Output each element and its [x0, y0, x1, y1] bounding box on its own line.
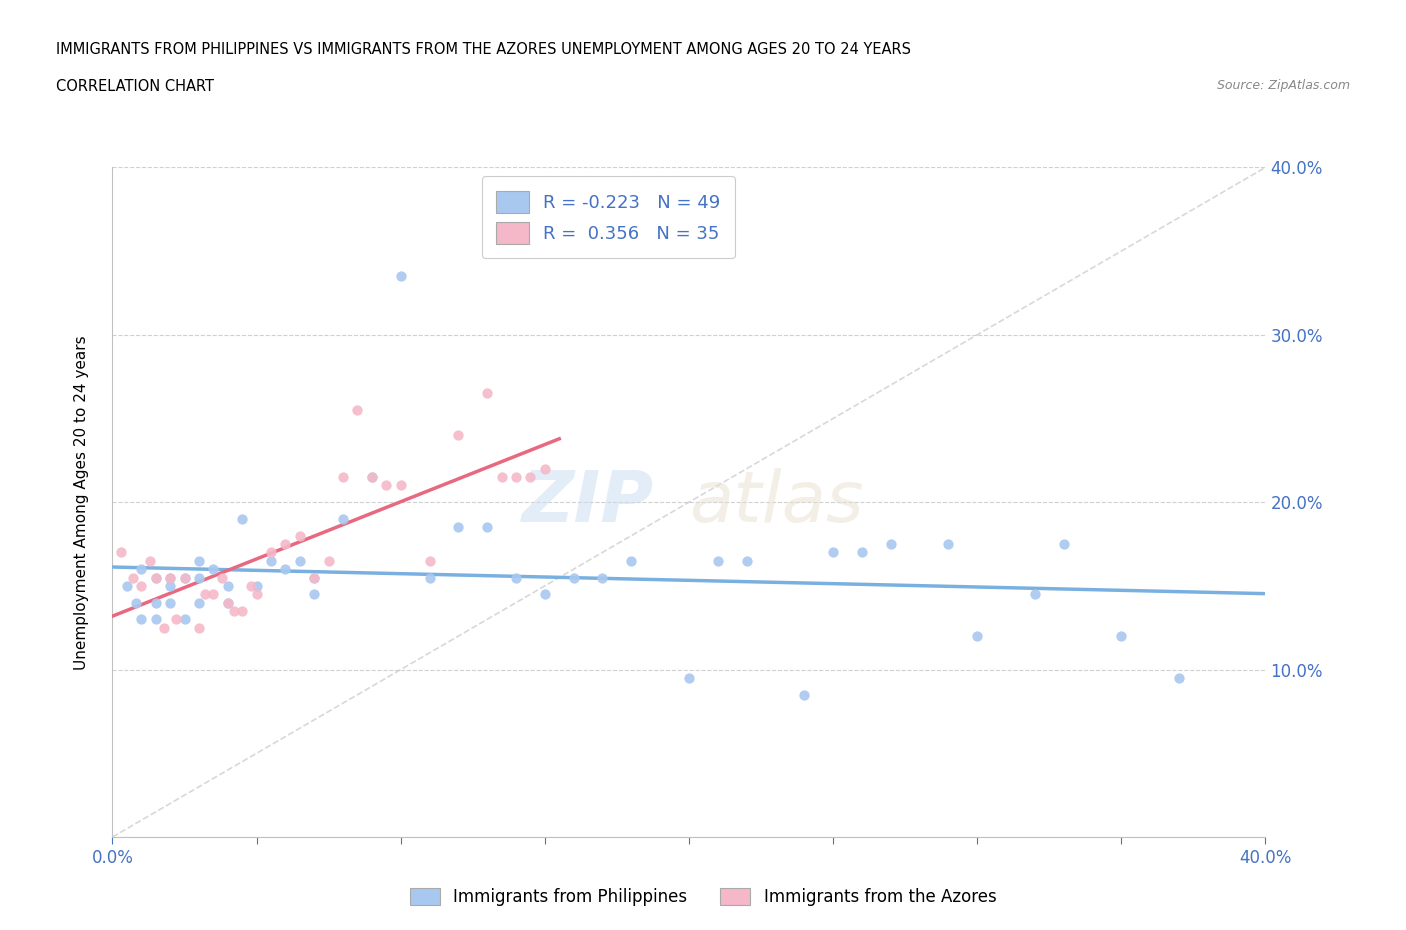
Point — [159, 578, 181, 593]
Point — [360, 470, 382, 485]
Point — [173, 570, 195, 585]
Point — [260, 553, 283, 568]
Point — [124, 595, 146, 610]
Point — [706, 553, 728, 568]
Point — [533, 461, 555, 476]
Point — [793, 687, 815, 702]
Point — [1167, 671, 1189, 685]
Point — [173, 612, 195, 627]
Point — [110, 545, 132, 560]
Point — [735, 553, 758, 568]
Point — [274, 562, 297, 577]
Point — [159, 570, 181, 585]
Point — [173, 570, 195, 585]
Text: IMMIGRANTS FROM PHILIPPINES VS IMMIGRANTS FROM THE AZORES UNEMPLOYMENT AMONG AGE: IMMIGRANTS FROM PHILIPPINES VS IMMIGRANT… — [56, 42, 911, 57]
Point — [217, 595, 239, 610]
Point — [304, 570, 326, 585]
Point — [592, 570, 614, 585]
Point — [346, 403, 368, 418]
Legend: R = -0.223   N = 49, R =  0.356   N = 35: R = -0.223 N = 49, R = 0.356 N = 35 — [482, 177, 735, 259]
Point — [129, 562, 153, 577]
Text: ZIP: ZIP — [522, 468, 654, 537]
Point — [211, 570, 233, 585]
Point — [245, 587, 267, 602]
Point — [202, 587, 225, 602]
Point — [274, 537, 297, 551]
Point — [145, 570, 167, 585]
Point — [222, 604, 245, 618]
Point — [491, 470, 513, 485]
Point — [188, 553, 211, 568]
Point — [231, 512, 253, 526]
Point — [304, 570, 326, 585]
Point — [475, 520, 498, 535]
Point — [375, 478, 398, 493]
Point — [851, 545, 873, 560]
Point — [562, 570, 585, 585]
Text: CORRELATION CHART: CORRELATION CHART — [56, 79, 214, 94]
Point — [245, 578, 267, 593]
Point — [260, 545, 283, 560]
Point — [821, 545, 844, 560]
Point — [121, 570, 143, 585]
Point — [239, 578, 262, 593]
Point — [217, 595, 239, 610]
Point — [129, 578, 153, 593]
Point — [165, 612, 187, 627]
Point — [145, 595, 167, 610]
Point — [188, 595, 211, 610]
Point — [145, 612, 167, 627]
Point — [129, 612, 153, 627]
Point — [153, 620, 176, 635]
Point — [533, 587, 555, 602]
Point — [288, 528, 311, 543]
Point — [188, 620, 211, 635]
Point — [505, 470, 527, 485]
Point — [419, 553, 441, 568]
Point — [419, 570, 441, 585]
Point — [1111, 629, 1133, 644]
Point — [389, 269, 412, 284]
Point — [139, 553, 162, 568]
Point — [288, 553, 311, 568]
Point — [332, 512, 354, 526]
Point — [1052, 537, 1074, 551]
Point — [505, 570, 527, 585]
Point — [202, 562, 225, 577]
Point — [159, 595, 181, 610]
Point — [194, 587, 217, 602]
Point — [318, 553, 340, 568]
Point — [447, 428, 470, 443]
Point — [332, 470, 354, 485]
Point — [145, 570, 167, 585]
Point — [447, 520, 470, 535]
Point — [936, 537, 959, 551]
Text: Source: ZipAtlas.com: Source: ZipAtlas.com — [1216, 79, 1350, 92]
Point — [1024, 587, 1046, 602]
Point — [159, 570, 181, 585]
Point — [231, 604, 253, 618]
Point — [188, 570, 211, 585]
Legend: Immigrants from Philippines, Immigrants from the Azores: Immigrants from Philippines, Immigrants … — [404, 881, 1002, 912]
Point — [519, 470, 541, 485]
Point — [115, 578, 138, 593]
Y-axis label: Unemployment Among Ages 20 to 24 years: Unemployment Among Ages 20 to 24 years — [75, 335, 89, 670]
Point — [620, 553, 643, 568]
Text: atlas: atlas — [689, 468, 863, 537]
Point — [678, 671, 700, 685]
Point — [880, 537, 903, 551]
Point — [475, 386, 498, 401]
Point — [304, 587, 326, 602]
Point — [389, 478, 412, 493]
Point — [966, 629, 988, 644]
Point — [217, 578, 239, 593]
Point — [360, 470, 382, 485]
